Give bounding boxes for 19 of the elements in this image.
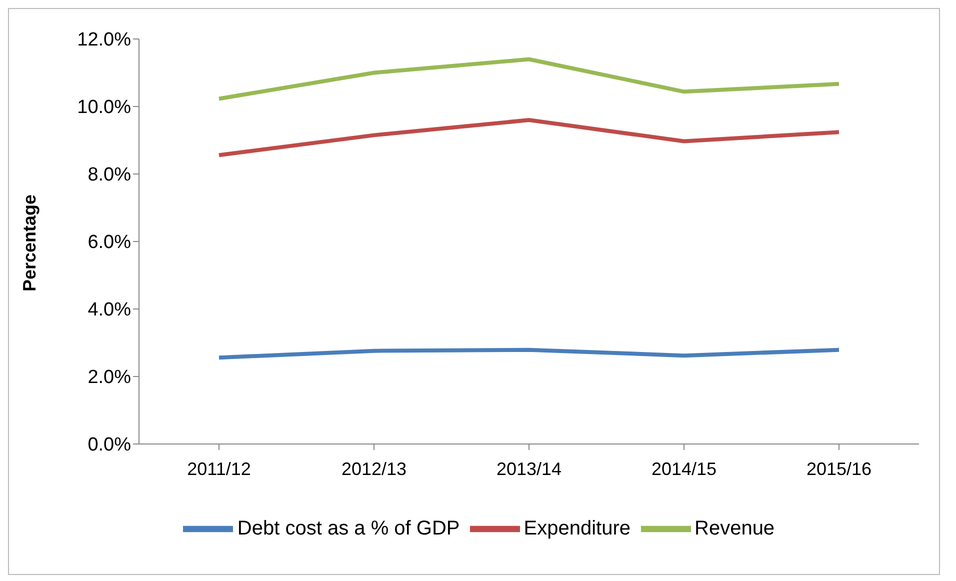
y-tick-label: 8.0% (88, 164, 132, 186)
x-tick-label: 2015/16 (806, 458, 872, 479)
line-series (217, 348, 841, 360)
legend-label: Debt cost as a % of GDP (237, 517, 460, 540)
y-tick-label: 2.0% (88, 367, 132, 388)
x-tick-label: 2011/12 (187, 458, 251, 479)
x-tick-label: 2013/14 (496, 458, 562, 479)
line-series (217, 118, 841, 158)
y-tick-label: 6.0% (88, 232, 132, 254)
y-axis-title: Percentage (19, 194, 40, 292)
legend-label: Revenue (694, 517, 775, 540)
y-tick-label: 12.0% (77, 30, 132, 51)
x-tick-label: 2014/15 (651, 458, 717, 479)
legend-label: Expenditure (524, 517, 630, 540)
y-tick-label: 0.0% (88, 434, 132, 456)
y-tick-label: 10.0% (77, 97, 132, 118)
x-tick-label: 2012/13 (341, 458, 407, 479)
y-tick-label: 4.0% (88, 300, 132, 321)
line-series (217, 57, 841, 101)
